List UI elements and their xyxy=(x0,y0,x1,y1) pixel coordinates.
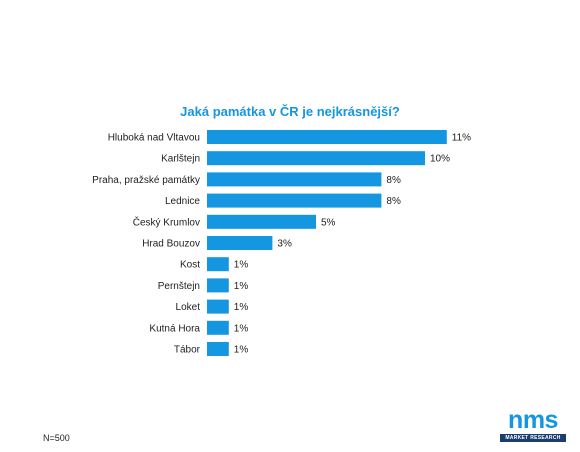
category-label: Hrad Bouzov xyxy=(142,239,200,250)
data-label: 1% xyxy=(234,302,249,313)
bar xyxy=(207,172,382,187)
data-label: 3% xyxy=(277,239,292,250)
bar xyxy=(207,151,425,166)
category-label: Karlštejn xyxy=(161,154,200,165)
data-label: 1% xyxy=(234,323,249,334)
data-label: 10% xyxy=(430,154,450,165)
category-label: Kutná Hora xyxy=(149,323,200,334)
sample-size-note: N=500 xyxy=(43,433,70,443)
category-label: Český Krumlov xyxy=(133,215,200,228)
category-label: Loket xyxy=(176,302,201,313)
category-label: Lednice xyxy=(165,196,200,207)
data-label: 1% xyxy=(234,260,249,271)
chart-title: Jaká památka v ČR je nejkrásnější? xyxy=(180,104,400,119)
logo-brand: nms xyxy=(508,406,558,434)
logo-subtitle: MARKET RESEARCH xyxy=(500,434,566,442)
bar xyxy=(207,342,229,356)
bar xyxy=(207,236,273,250)
data-label: 1% xyxy=(234,345,249,356)
nms-logo: nms MARKET RESEARCH xyxy=(500,408,566,444)
bar xyxy=(207,320,229,335)
data-label: 1% xyxy=(234,281,249,292)
data-label: 8% xyxy=(386,196,401,207)
data-label: 8% xyxy=(386,175,401,186)
bar xyxy=(207,299,229,314)
category-label: Kost xyxy=(180,260,200,271)
bar xyxy=(207,214,316,229)
category-label: Pernštejn xyxy=(158,281,200,292)
category-label: Hluboká nad Vltavou xyxy=(108,133,200,144)
data-label: 11% xyxy=(452,133,471,144)
data-label: 5% xyxy=(321,217,336,228)
category-label: Tábor xyxy=(174,345,201,356)
category-label: Praha, pražské památky xyxy=(92,175,200,186)
bar xyxy=(207,257,229,272)
bar xyxy=(207,278,229,293)
bar xyxy=(207,193,382,208)
bar xyxy=(207,130,447,144)
